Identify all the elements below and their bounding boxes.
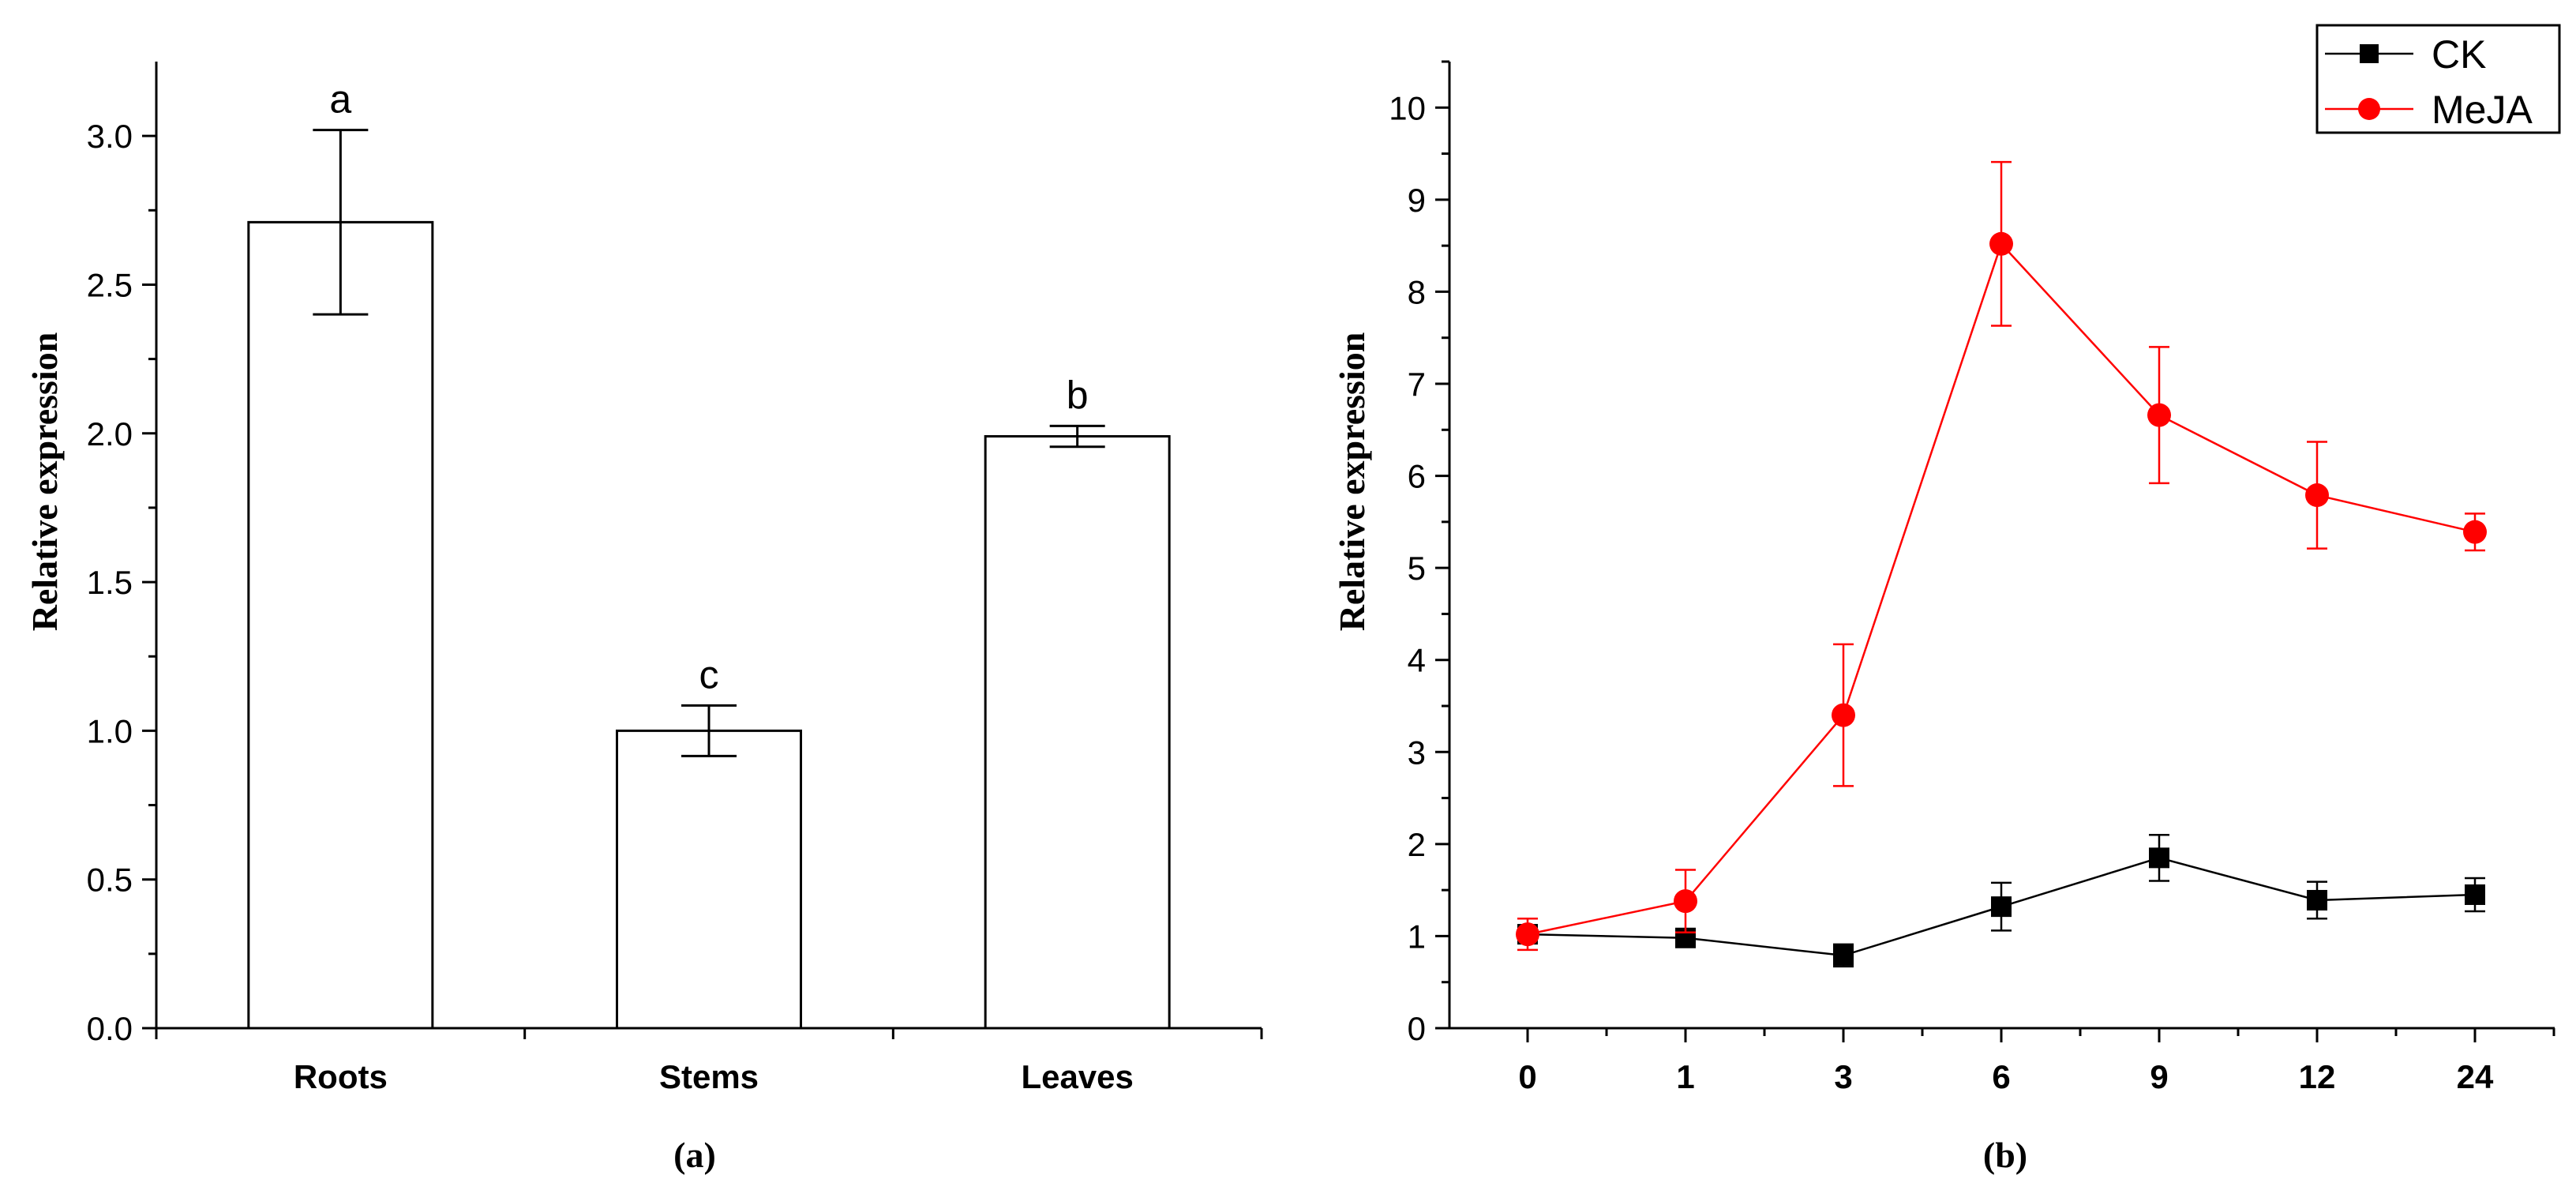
panel-b-y-tick-label: 5: [1408, 550, 1426, 587]
panel-a-y-tick-label: 3.0: [87, 118, 133, 155]
x-tick-label-roots: Roots: [294, 1058, 388, 1095]
data-point-meja: [1516, 922, 1539, 947]
series-line-meja: [1527, 242, 2476, 936]
panel-b-x-tick-label: 24: [2457, 1058, 2494, 1095]
panel-b-y-axis-label: Relative expression: [1332, 332, 1372, 632]
significance-letter: c: [699, 652, 719, 696]
data-point-ck: [2149, 847, 2169, 869]
panel-a-bars: [247, 129, 1171, 1030]
panel-b-x-tick-label: 9: [2150, 1058, 2168, 1095]
panel-b-y-tick-label: 9: [1408, 182, 1426, 219]
panel-b-y-tick-label: 1: [1408, 918, 1426, 955]
panel-b-y-tick-label: 10: [1389, 89, 1426, 126]
data-point-ck: [1833, 944, 1854, 966]
panel-b-y-tick-label: 2: [1408, 826, 1426, 863]
panel-b-x-tick-label: 12: [2299, 1058, 2336, 1095]
panel-a-y-tick-label: 2.0: [87, 415, 133, 452]
panel-b-x-tick-label: 0: [1518, 1058, 1536, 1095]
panel-b-y-tick-label: 8: [1408, 273, 1426, 310]
significance-letter: b: [1067, 373, 1089, 417]
bar-leaves: [984, 435, 1171, 1030]
panel-a-y-tick-label: 1.0: [87, 712, 133, 749]
panel-b-caption: (b): [1983, 1135, 2027, 1175]
panel-b-y-tick-label: 4: [1408, 642, 1426, 679]
panel-b-x-tick-label: 1: [1676, 1058, 1694, 1095]
panel-a-y-axis-label: Relative expression: [24, 332, 65, 632]
panel-b-x-tick-label: 6: [1992, 1058, 2010, 1095]
panel-a-y-tick-label: 0.5: [87, 862, 133, 899]
data-point-meja: [1989, 231, 2013, 256]
legend-box: [2315, 24, 2561, 134]
series-meja: [1516, 160, 2487, 952]
x-tick-label-stems: Stems: [659, 1058, 759, 1095]
legend-meja-marker: [2358, 98, 2380, 120]
data-point-ck: [1991, 896, 2012, 918]
significance-letter: a: [329, 77, 351, 122]
data-point-meja: [2305, 483, 2329, 508]
data-point-meja: [1674, 889, 1697, 914]
panel-b-y-tick-label: 7: [1408, 366, 1426, 403]
legend-ck-label: CK: [2432, 32, 2486, 77]
panel-b-y-tick-label: 6: [1408, 458, 1426, 495]
panel-b-y-tick-label: 3: [1408, 734, 1426, 771]
panel-a-labels: a Roots c Stems b Leaves: [294, 77, 1134, 1095]
panel-a-bar-chart: 0.0 0.5 1.0 1.5 2.0 2.5 3.0 a Roots c Stems b Leave…: [24, 62, 1263, 1175]
data-point-meja: [2147, 403, 2171, 427]
panel-a-caption: (a): [673, 1135, 716, 1175]
panel-a-axes: 0.0 0.5 1.0 1.5 2.0 2.5 3.0: [87, 62, 1263, 1047]
panel-a-y-tick-label: 2.5: [87, 266, 133, 303]
panel-a-y-tick-label: 0.0: [87, 1010, 133, 1047]
panel-b-series: [1516, 160, 2487, 968]
data-point-ck: [2465, 884, 2485, 905]
data-point-ck: [2307, 889, 2327, 911]
panel-b-x-tick-label: 3: [1834, 1058, 1852, 1095]
series-ck: [1517, 833, 2485, 968]
panel-a-y-tick-label: 1.5: [87, 564, 133, 601]
bar-stems: [616, 729, 802, 1030]
bar-roots: [247, 220, 434, 1030]
panel-b-y-tick-label: 0: [1408, 1010, 1426, 1047]
legend-ck-marker: [2360, 44, 2379, 63]
panel-b-legend: CK MeJA: [2315, 24, 2561, 134]
legend-meja-label: MeJA: [2432, 88, 2533, 132]
x-tick-label-leaves: Leaves: [1021, 1058, 1133, 1095]
data-point-meja: [1832, 703, 1855, 727]
data-point-meja: [2463, 520, 2487, 544]
